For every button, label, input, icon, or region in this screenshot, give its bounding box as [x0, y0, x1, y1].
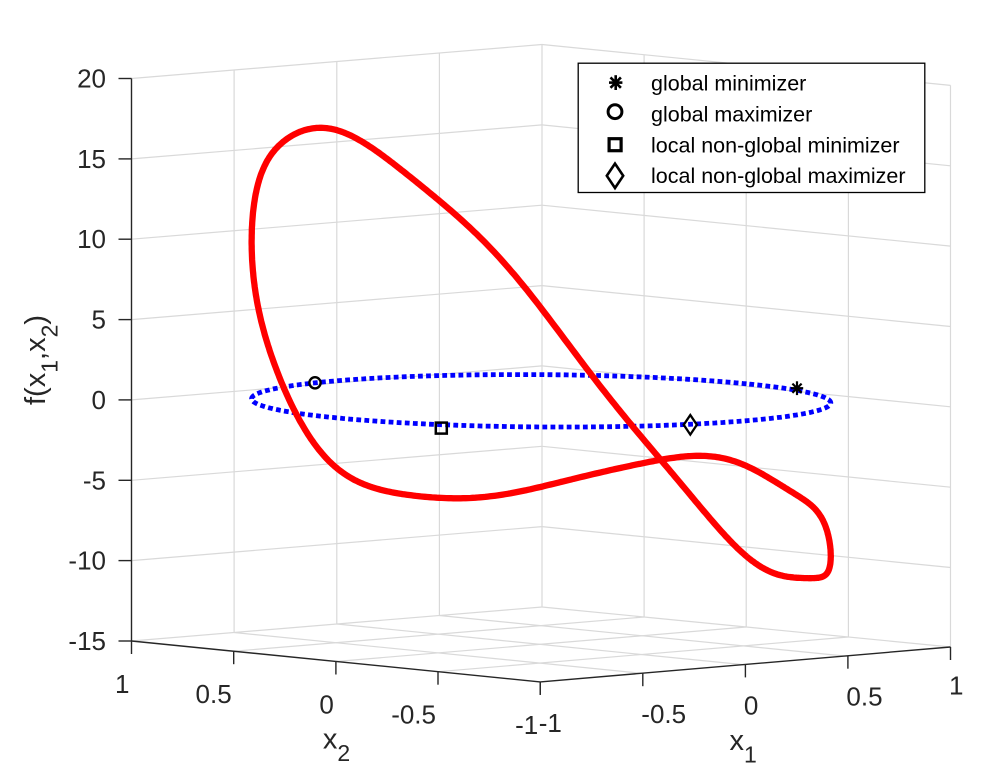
- svg-text:-1: -1: [515, 710, 538, 740]
- svg-text:0: 0: [92, 385, 106, 415]
- svg-text:20: 20: [77, 64, 106, 94]
- svg-text:local non-global maximizer: local non-global maximizer: [651, 164, 906, 188]
- svg-text:0.5: 0.5: [846, 682, 882, 712]
- svg-text:5: 5: [92, 305, 106, 335]
- svg-text:-10: -10: [68, 546, 106, 576]
- svg-text:-15: -15: [68, 626, 106, 656]
- svg-text:15: 15: [77, 144, 106, 174]
- svg-text:global minimizer: global minimizer: [651, 72, 806, 96]
- svg-text:local non-global minimizer: local non-global minimizer: [651, 133, 900, 157]
- svg-text:-0.5: -0.5: [391, 700, 436, 730]
- svg-text:-5: -5: [83, 465, 106, 495]
- svg-text:-0.5: -0.5: [641, 699, 686, 729]
- svg-text:-1: -1: [539, 708, 562, 738]
- svg-text:0.5: 0.5: [196, 679, 232, 709]
- svg-text:1: 1: [949, 671, 963, 701]
- svg-text:0: 0: [744, 690, 758, 720]
- svg-text:1: 1: [115, 669, 129, 699]
- svg-text:global maximizer: global maximizer: [651, 102, 812, 126]
- svg-text:10: 10: [77, 224, 106, 254]
- svg-text:0: 0: [319, 690, 333, 720]
